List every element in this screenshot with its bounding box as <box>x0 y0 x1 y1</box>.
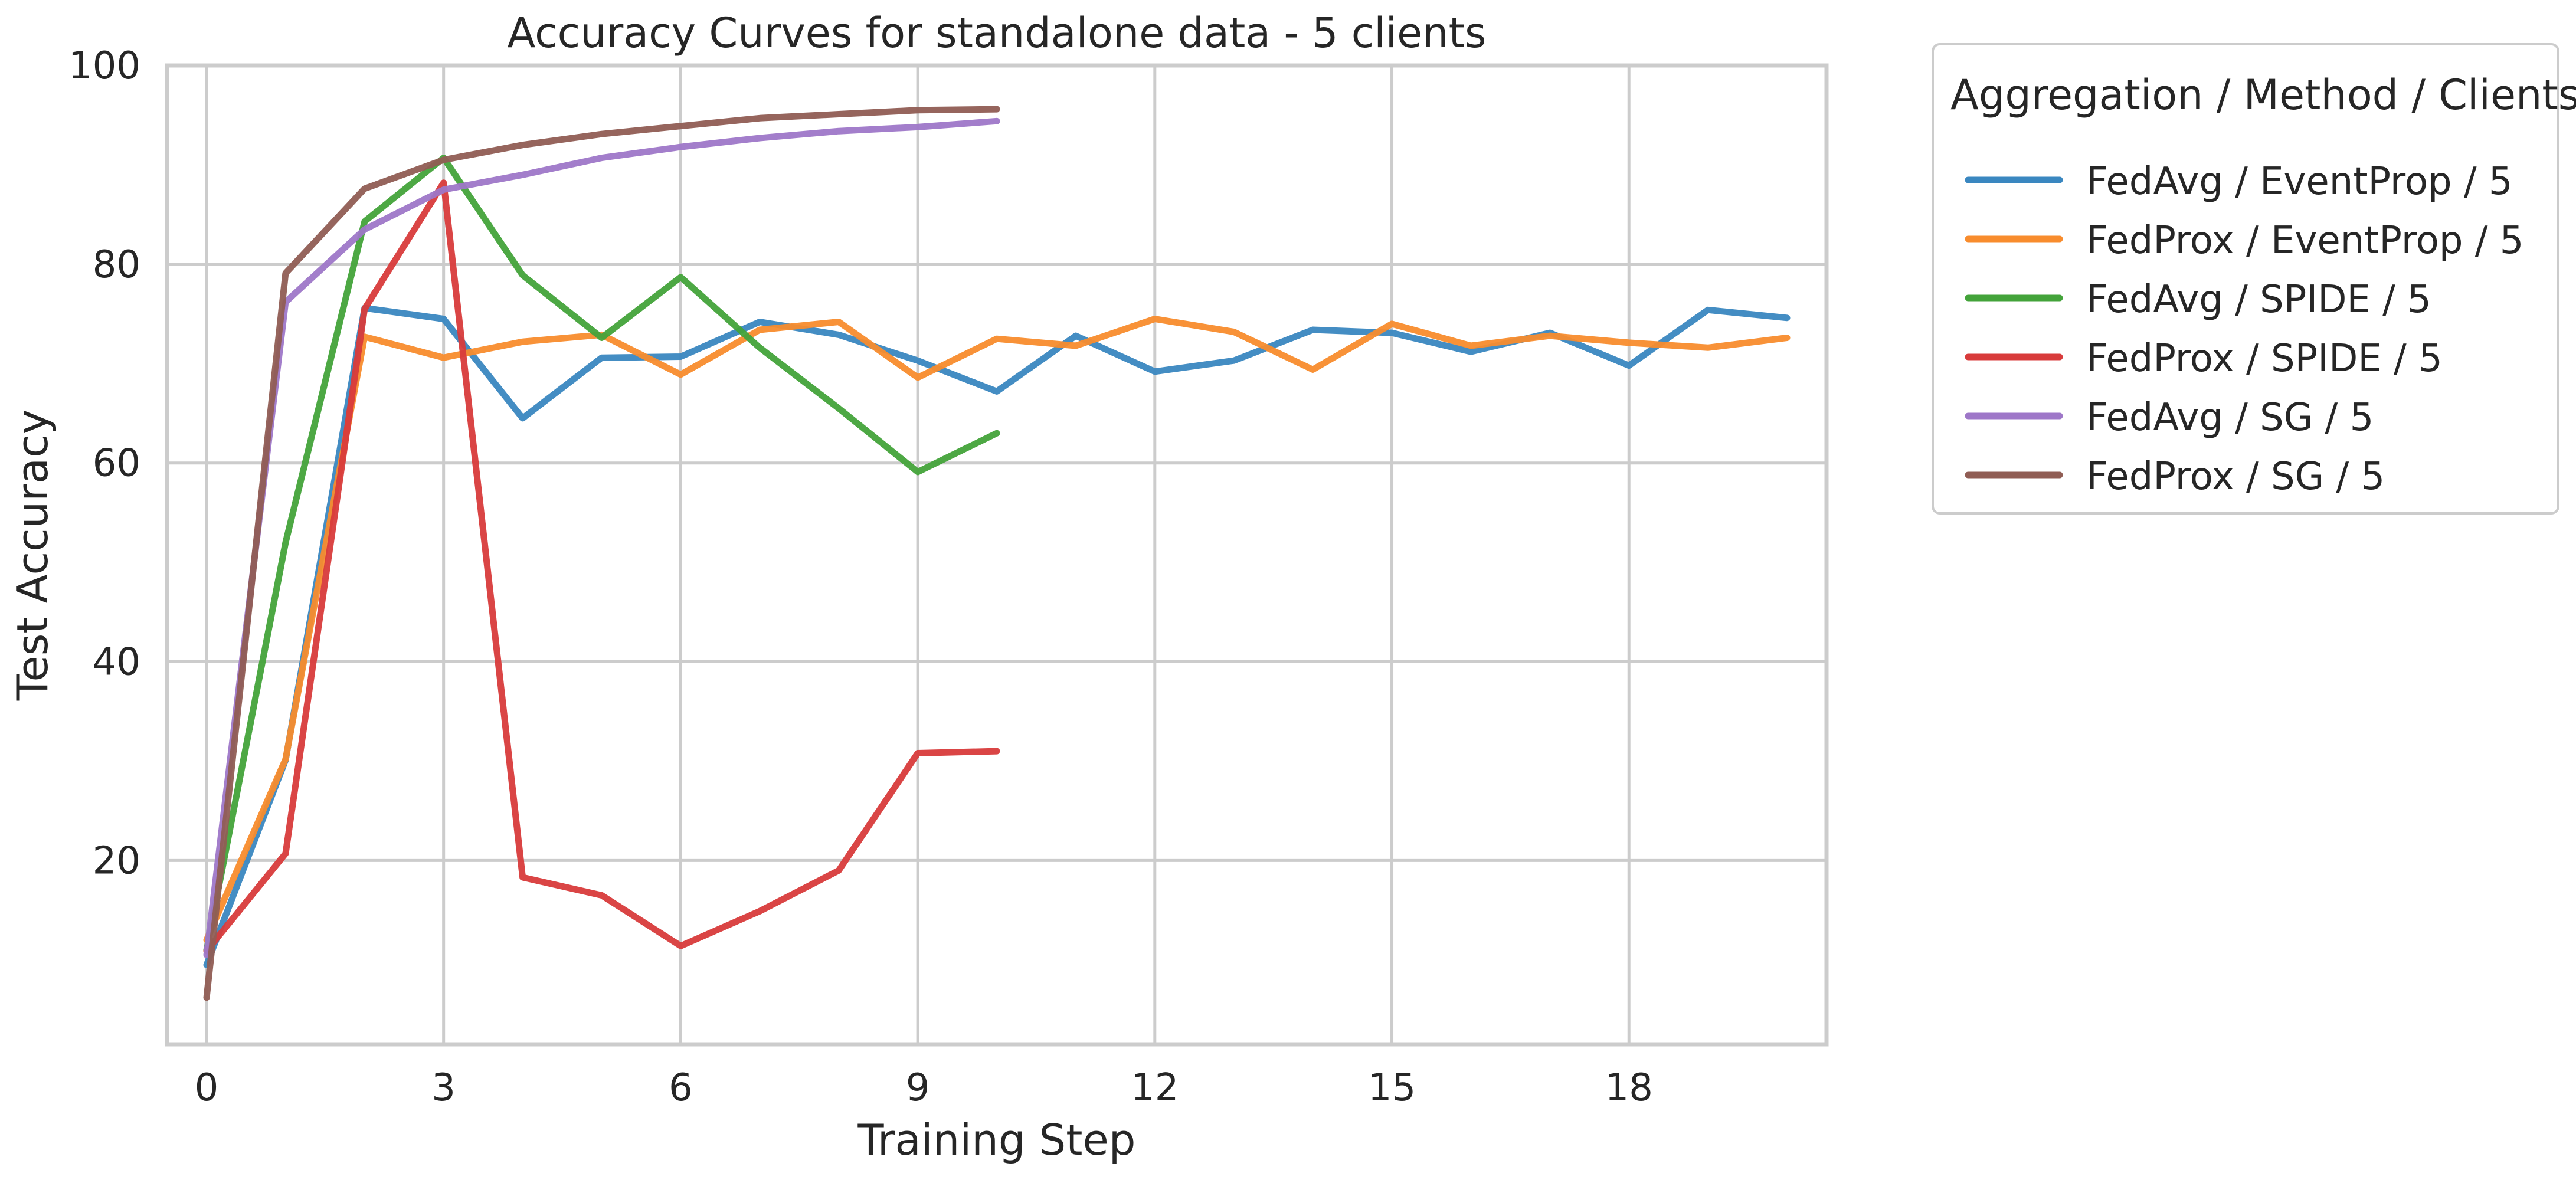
tick-labels: 0 3 6 9 12 15 18 20 40 60 80 100 <box>68 44 1653 1110</box>
legend-title: Aggregation / Method / Clients <box>1950 71 2576 119</box>
x-tick-label: 15 <box>1368 1066 1416 1110</box>
series-line-6 <box>203 106 1000 1001</box>
x-axis-label: Training Step <box>857 1115 1136 1165</box>
legend-label-4: FedProx / SPIDE / 5 <box>2086 337 2443 381</box>
series-line-5 <box>203 117 1000 958</box>
series-line-2 <box>203 316 1791 943</box>
y-tick-label: 100 <box>68 44 140 88</box>
series-line-3 <box>203 155 1000 953</box>
x-tick-label: 9 <box>906 1066 930 1110</box>
x-tick-label: 18 <box>1605 1066 1653 1110</box>
series-layer <box>203 106 1791 1001</box>
y-tick-label: 40 <box>93 641 140 684</box>
y-tick-label: 60 <box>93 442 140 486</box>
legend-label-5: FedAvg / SG / 5 <box>2086 396 2374 440</box>
x-tick-label: 0 <box>195 1066 219 1110</box>
legend-label-3: FedAvg / SPIDE / 5 <box>2086 278 2431 322</box>
plot-frame <box>165 63 1829 1047</box>
legend-label-6: FedProx / SG / 5 <box>2086 455 2385 499</box>
grid-layer <box>167 64 1827 1044</box>
legend-box <box>1932 43 2559 515</box>
legend-label-2: FedProx / EventProp / 5 <box>2086 219 2523 263</box>
legend-label-1: FedAvg / EventProp / 5 <box>2086 160 2513 204</box>
series-line-4 <box>203 179 1000 955</box>
legend: Aggregation / Method / Clients FedAvg / … <box>1932 43 2576 515</box>
x-tick-label: 6 <box>669 1066 693 1110</box>
y-tick-label: 80 <box>93 243 140 287</box>
x-tick-label: 12 <box>1131 1066 1179 1110</box>
y-tick-label: 20 <box>93 839 140 883</box>
y-axis-label: Test Accuracy <box>8 409 57 701</box>
chart-title: Accuracy Curves for standalone data - 5 … <box>508 9 1487 57</box>
legend-items: FedAvg / EventProp / 5 FedProx / EventPro… <box>1965 160 2523 499</box>
x-tick-label: 3 <box>431 1066 456 1110</box>
